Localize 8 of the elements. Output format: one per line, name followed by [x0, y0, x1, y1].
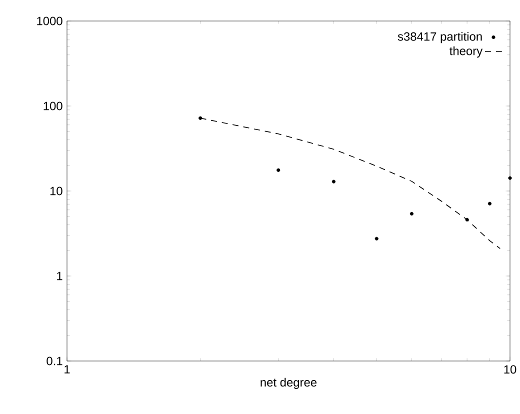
- y-tick-label: 100: [44, 102, 62, 110]
- x-axis-title: net degree: [260, 378, 317, 389]
- legend-label: s38417 partition: [398, 32, 482, 44]
- y-tick-label: 0.1: [46, 356, 62, 366]
- y-tick-label: 10: [50, 186, 62, 196]
- y-tick-label: 1: [57, 272, 62, 280]
- legend-label: theory: [450, 46, 483, 58]
- y-tick-label: 1000: [37, 16, 62, 26]
